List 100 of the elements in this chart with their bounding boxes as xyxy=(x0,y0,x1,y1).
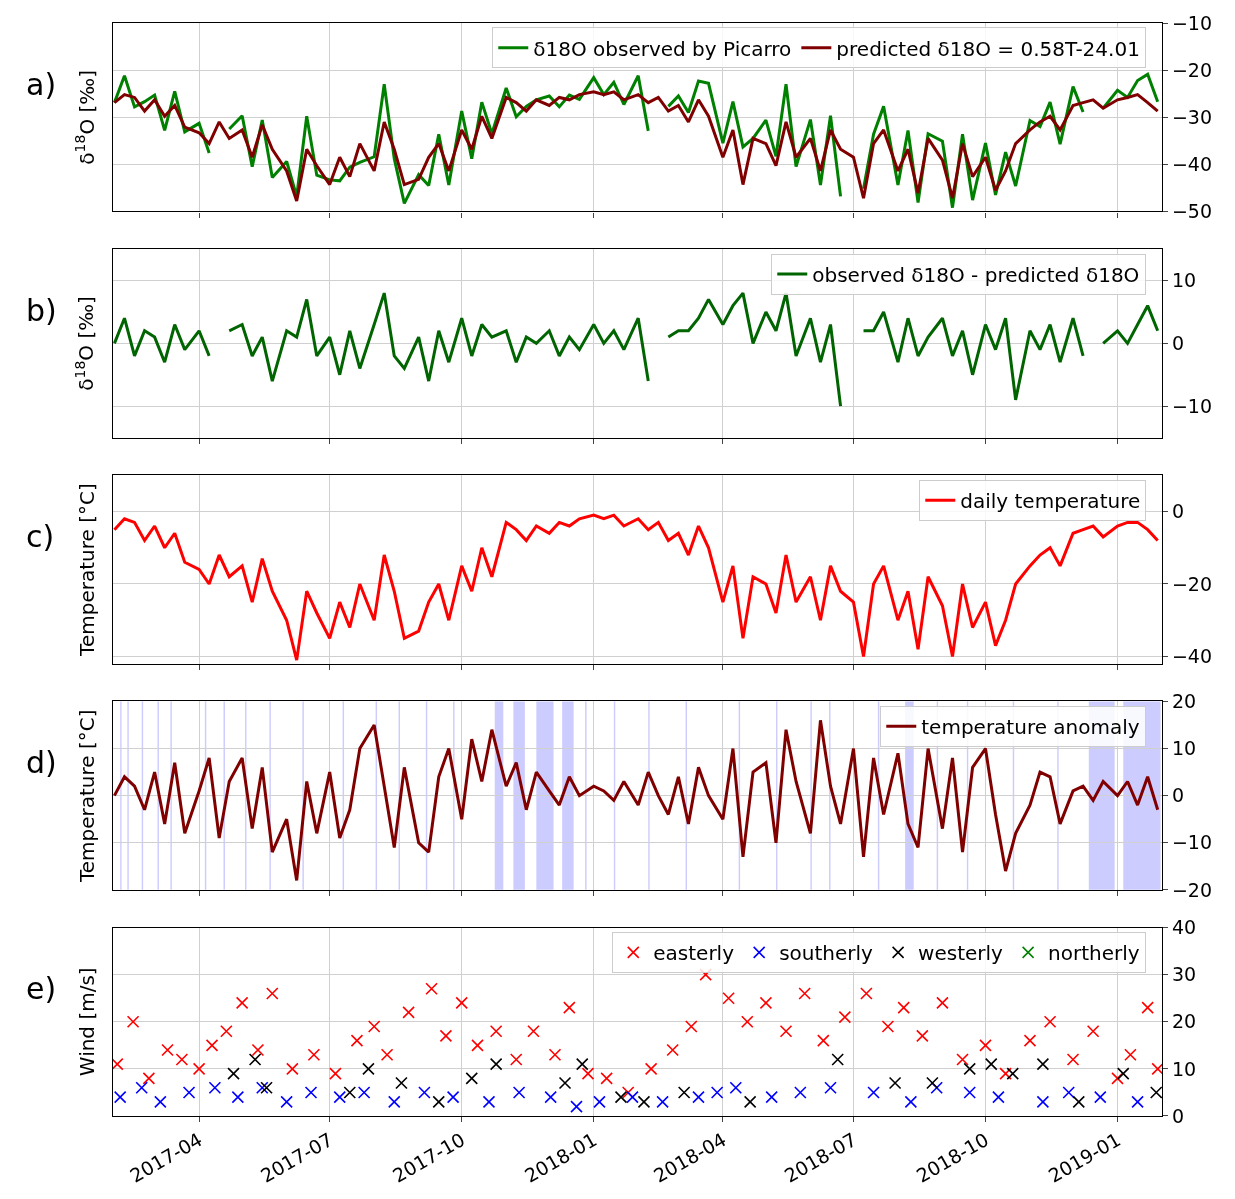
point xyxy=(637,1095,651,1109)
point xyxy=(248,1053,262,1066)
point xyxy=(867,1086,880,1099)
y-tick-label: −20 xyxy=(1171,572,1213,595)
point xyxy=(838,1010,852,1024)
y-tick-label: −40 xyxy=(1171,152,1213,175)
point xyxy=(692,1090,705,1104)
point xyxy=(963,1062,977,1076)
point xyxy=(831,1053,844,1066)
line-series xyxy=(113,90,1160,203)
point xyxy=(154,1095,167,1109)
y-tick-label: 0 xyxy=(1171,1104,1184,1127)
point xyxy=(208,1081,222,1095)
point xyxy=(740,1015,754,1029)
text: c) xyxy=(26,519,55,554)
point xyxy=(425,982,438,996)
point xyxy=(1093,1090,1107,1104)
point xyxy=(439,1029,453,1043)
text: a) xyxy=(26,67,57,102)
point xyxy=(685,1020,698,1033)
point xyxy=(482,1095,496,1109)
point xyxy=(220,1024,233,1038)
point xyxy=(161,1043,174,1057)
point xyxy=(418,1086,431,1099)
point xyxy=(666,1043,679,1057)
point xyxy=(644,1062,658,1076)
point xyxy=(350,1034,364,1047)
point xyxy=(357,1086,371,1099)
point xyxy=(286,1062,299,1076)
legend-label: northerly xyxy=(1048,941,1140,966)
point xyxy=(1066,1053,1080,1066)
point xyxy=(113,1090,127,1104)
point xyxy=(1124,1048,1137,1062)
point xyxy=(548,1048,562,1062)
point xyxy=(600,1072,613,1085)
point xyxy=(489,1024,503,1038)
y-tick-label: 0 xyxy=(1171,500,1184,523)
legend-label: temperature anomaly xyxy=(921,715,1140,740)
point xyxy=(593,1095,606,1109)
point xyxy=(1149,1086,1162,1099)
point xyxy=(575,1057,589,1071)
point xyxy=(1043,1015,1057,1029)
point xyxy=(963,1086,977,1099)
point xyxy=(1116,1067,1130,1080)
point xyxy=(227,1067,240,1080)
point xyxy=(126,1015,140,1029)
point xyxy=(260,1081,273,1095)
y-tick-label: −20 xyxy=(1171,878,1213,901)
point xyxy=(175,1053,189,1066)
point xyxy=(304,1086,318,1099)
text: e) xyxy=(26,971,57,1006)
point xyxy=(544,1090,557,1104)
point xyxy=(362,1062,375,1076)
y-tick-label: 10 xyxy=(1171,1057,1197,1080)
point xyxy=(656,1095,669,1109)
legend-label: daily temperature xyxy=(960,488,1141,513)
point xyxy=(779,1024,793,1038)
point xyxy=(182,1086,196,1099)
y-axis-title: Temperature [°C] xyxy=(74,483,99,657)
point xyxy=(527,1024,540,1038)
point xyxy=(367,1020,381,1033)
point xyxy=(509,1053,523,1066)
point xyxy=(860,987,873,1000)
point xyxy=(979,1039,992,1052)
y-tick-label: 30 xyxy=(1171,963,1197,986)
point xyxy=(570,1100,583,1113)
point xyxy=(888,1076,902,1090)
point xyxy=(255,1081,269,1095)
point xyxy=(916,1029,929,1043)
point xyxy=(1141,1001,1154,1014)
point xyxy=(956,1053,969,1066)
point xyxy=(387,1095,401,1109)
legend-label: observed δ18O - predicted δ18O xyxy=(812,262,1140,287)
point xyxy=(984,1057,998,1071)
point xyxy=(192,1062,206,1076)
point xyxy=(329,1067,342,1080)
legend-label: westerly xyxy=(918,941,1004,966)
point xyxy=(1072,1095,1086,1109)
line-series xyxy=(113,513,1160,662)
y-tick-label: −20 xyxy=(1171,58,1213,81)
point xyxy=(489,1057,503,1071)
point xyxy=(205,1039,219,1052)
y-axis-title: Temperature [°C] xyxy=(74,709,99,884)
point xyxy=(135,1081,148,1095)
point xyxy=(446,1090,460,1104)
y-tick-label: 10 xyxy=(1171,737,1197,760)
point xyxy=(794,1086,807,1099)
point xyxy=(280,1095,293,1109)
point xyxy=(471,1039,484,1052)
point xyxy=(904,1095,918,1109)
point xyxy=(1023,1034,1037,1047)
point xyxy=(465,1072,479,1085)
point xyxy=(798,987,811,1000)
y-tick-label: 20 xyxy=(1171,1010,1197,1033)
y-tick-label: 40 xyxy=(1171,916,1197,939)
y-tick-label: 10 xyxy=(1171,269,1197,292)
point xyxy=(432,1095,446,1109)
point xyxy=(142,1072,156,1085)
point xyxy=(558,1076,572,1090)
y-tick-label: −50 xyxy=(1171,200,1213,223)
